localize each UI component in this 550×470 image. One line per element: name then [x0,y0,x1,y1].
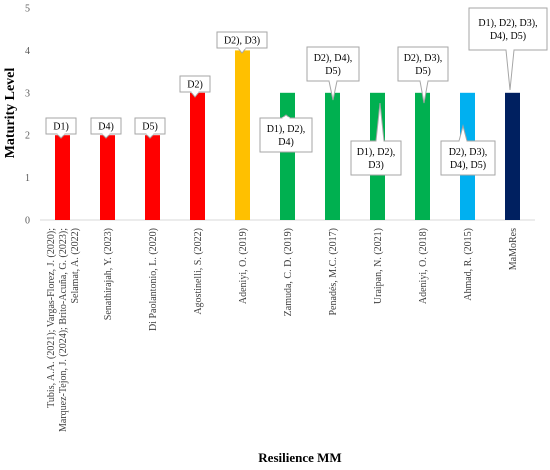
y-tick-label: 1 [25,173,30,184]
annotation-callout: D2), D3), D4), D5) [440,124,496,176]
bar [415,92,430,220]
category-label: Uraipan, N. (2021) [373,228,384,304]
annotation-callout: D2), D3) [216,31,268,54]
annotation-label: D2) [187,80,203,91]
y-tick-label: 3 [25,88,30,99]
callout-pointer [505,49,515,91]
annotation-callout: D2), D3), D5) [397,46,449,104]
annotation-callout: D1), D2), D4) [259,114,313,153]
category-label: MaMoRes [508,228,519,270]
callout-box [259,117,313,153]
bar [280,92,295,220]
bar [100,135,115,220]
y-tick-label: 0 [25,216,30,227]
annotation-label: D1), D2), D3) [357,147,396,171]
annotation-label: D2), D4), D5) [314,53,353,77]
bar [55,135,70,220]
category-label: Agostinelli, S. (2022) [193,228,204,315]
annotation-callout: D1), D2), D3), D4), D5) [468,7,548,91]
y-tick-label: 4 [25,46,30,57]
annotation-label: D4) [98,122,114,133]
callout-box [397,46,449,82]
annotation-label: D1), D2), D3), D4), D5) [478,18,537,42]
y-tick-label: 2 [25,131,30,142]
bar [190,92,205,220]
category-label: Zamuda, C. D. (2019) [283,228,294,316]
y-axis-title: Maturity Level [3,68,18,159]
callout-box [306,46,360,82]
annotation-callouts: D1) D4) D5) D2) D2), D3) D1), D2), D4) D2), D4)… [45,7,548,176]
bar [145,135,160,220]
y-tick-label: 5 [25,4,30,15]
category-label: Tubis, A.A. (2021); Vargas-Florez, J. (2… [46,228,81,432]
callout-box [350,140,402,176]
annotation-label: D2), D3), D5) [404,53,443,77]
category-labels: Tubis, A.A. (2021); Vargas-Florez, J. (2… [46,228,519,432]
annotation-label: D1) [53,122,69,133]
bar [235,50,250,221]
x-axis-title: Resilience MM [258,450,341,465]
callout-box [440,140,496,176]
category-label: Penadés, M.C. (2017) [328,228,339,316]
annotation-callout: D5) [134,117,166,139]
bar [505,92,520,220]
y-axis-ticks: 0 1 2 3 4 5 [25,4,30,227]
annotation-callout: D1) [45,117,77,139]
category-label: Senathirajah, Y. (2023) [103,228,114,320]
annotation-label: D1), D2), D4) [267,124,306,148]
category-label: Adeniyi, O. (2018) [418,228,429,304]
annotation-callout: D4) [90,117,122,139]
annotation-label: D2), D3) [224,36,260,47]
annotation-label: D5) [142,122,158,133]
bar [325,92,340,220]
annotation-callout: D2) [179,75,211,98]
annotation-callout: D1), D2), D3) [350,102,402,176]
annotation-label: D2), D3), D4), D5) [449,147,488,171]
category-label: Ahmad, R. (2015) [463,228,474,301]
annotation-callout: D2), D4), D5) [306,46,360,101]
callout-box [468,7,548,51]
category-label: Di Paolantonio, L. (2020) [148,228,159,331]
category-label: Adeniyi, O. (2019) [238,228,249,304]
